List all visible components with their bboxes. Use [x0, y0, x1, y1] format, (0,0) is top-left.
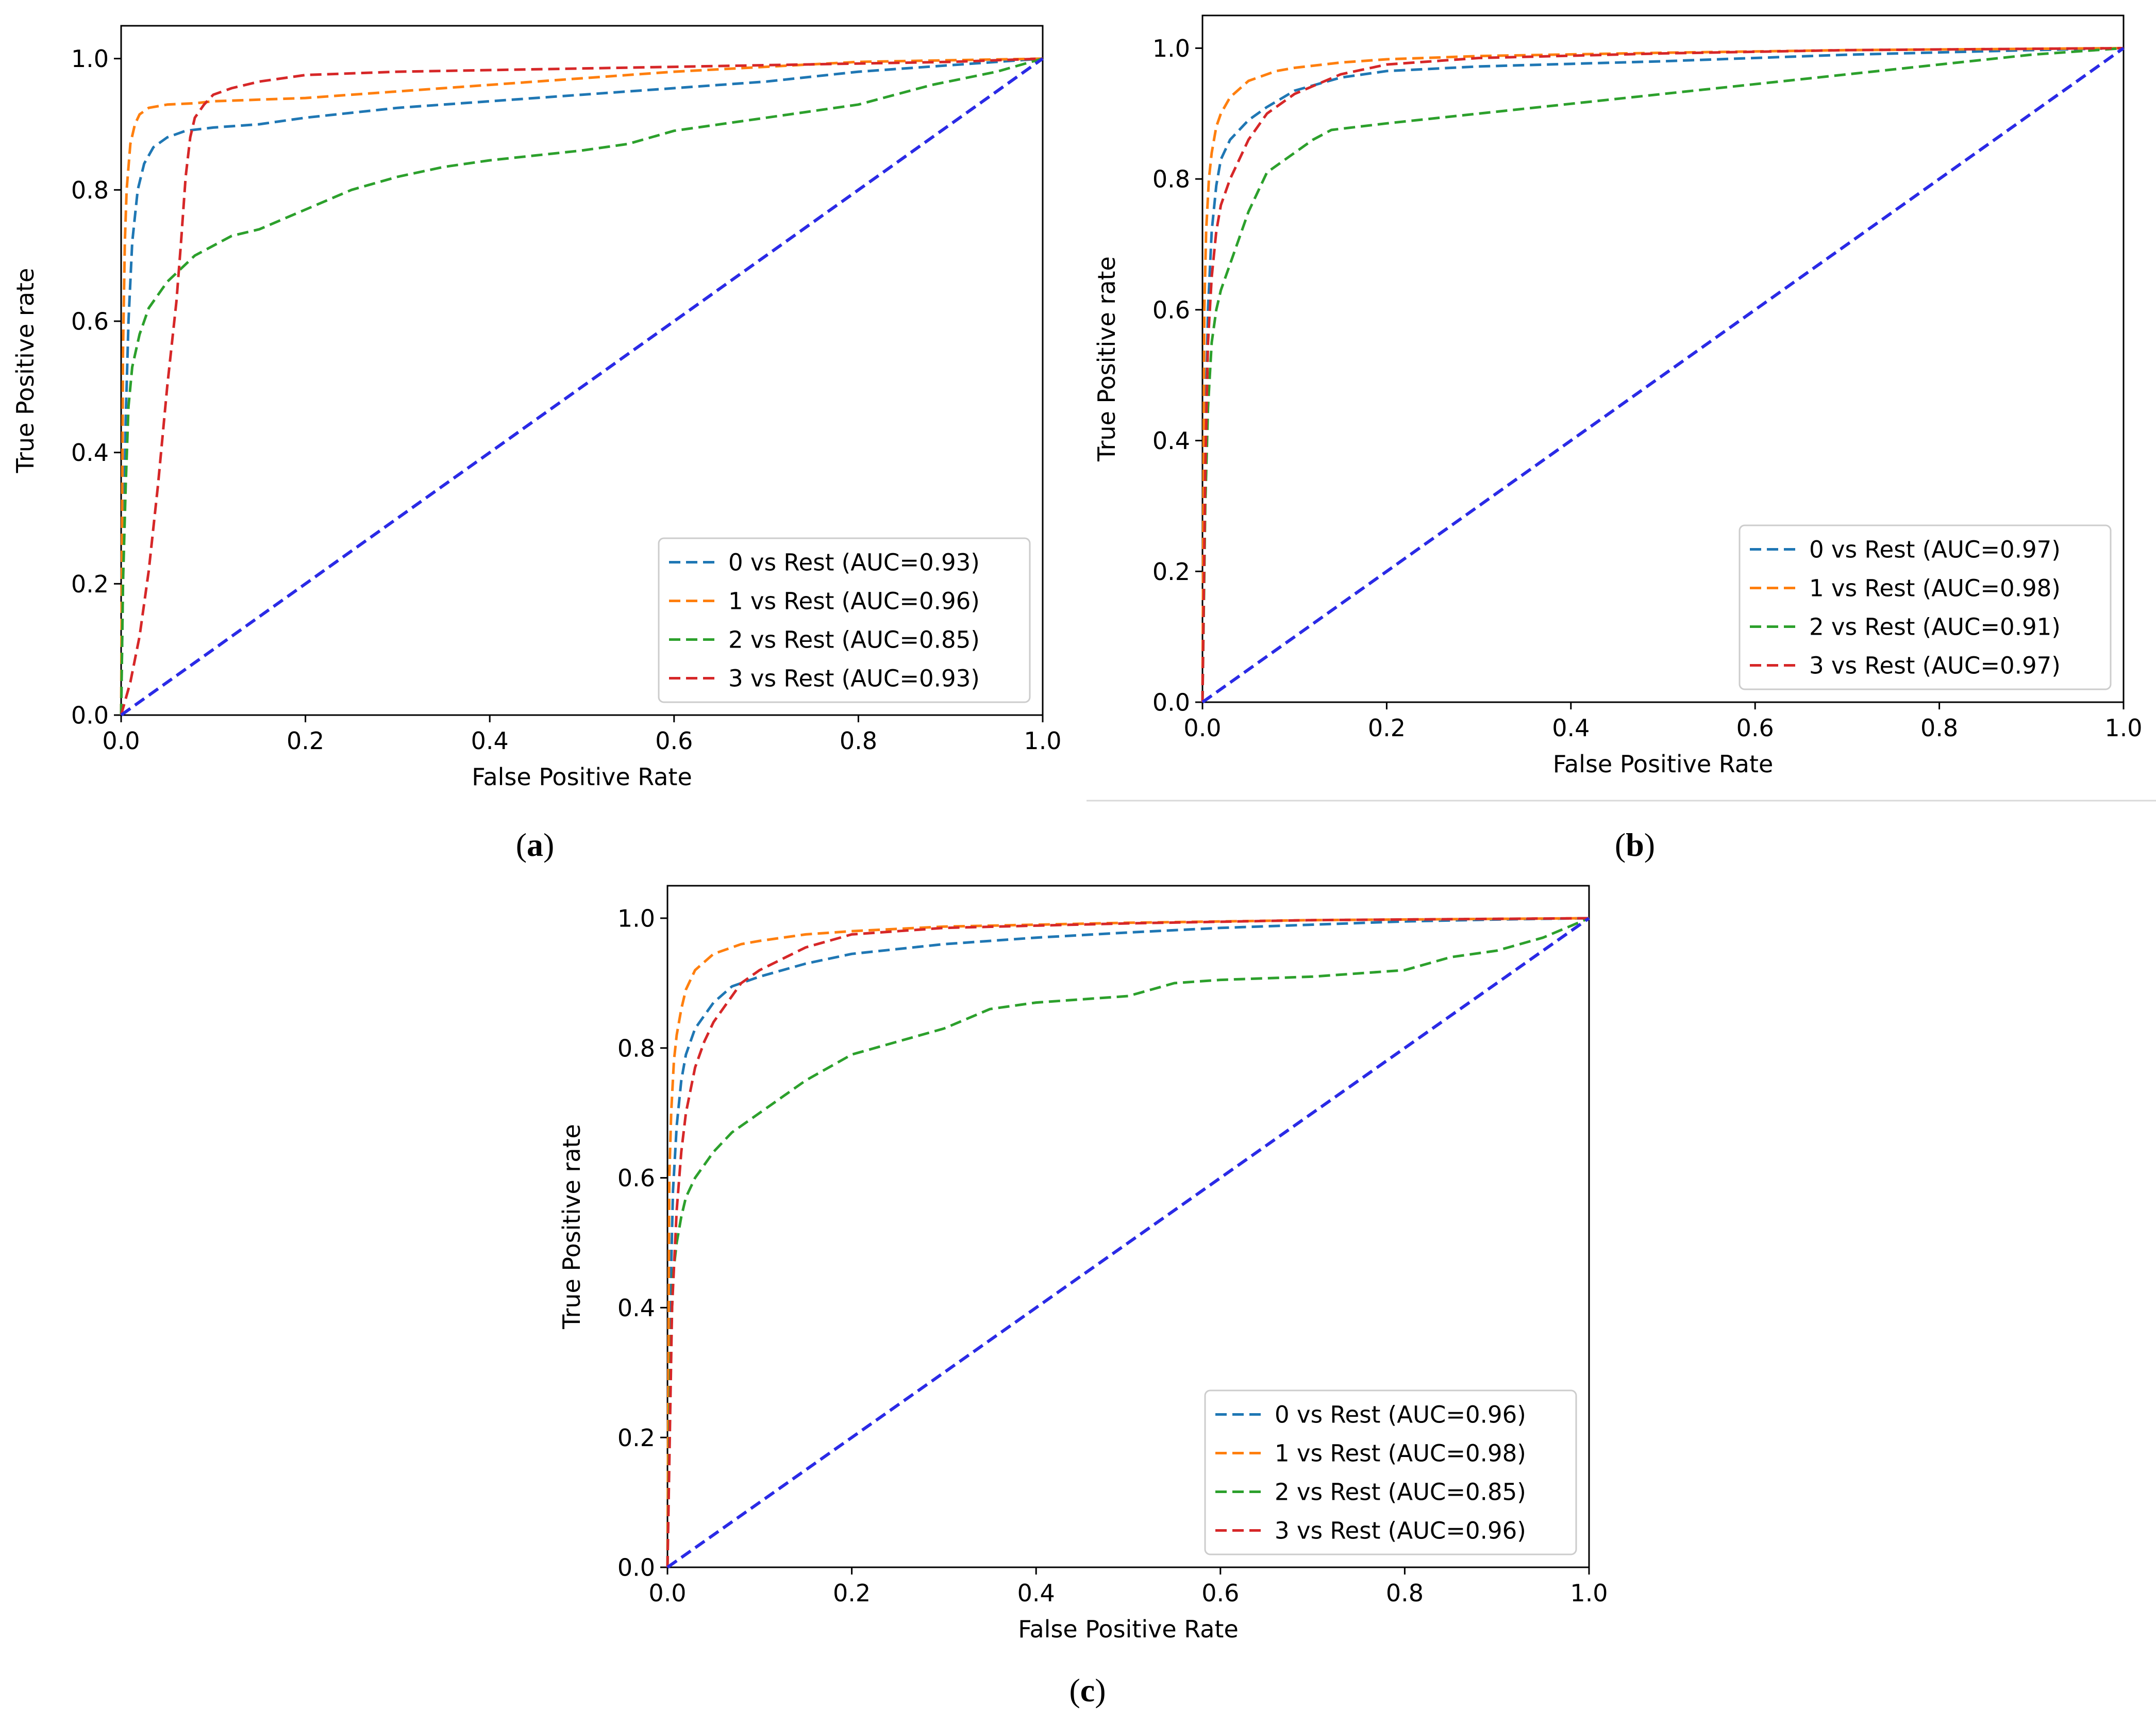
- y-tick-label: 0.6: [71, 308, 109, 336]
- legend-entry-label: 2 vs Rest (AUC=0.85): [728, 626, 980, 654]
- y-tick-label: 1.0: [617, 905, 655, 933]
- x-tick-label: 0.8: [1386, 1579, 1424, 1607]
- y-tick-label: 0.8: [617, 1034, 655, 1062]
- y-tick-label: 0.4: [1152, 427, 1190, 455]
- x-tick-label: 0.6: [1201, 1579, 1239, 1607]
- legend-box: [1739, 524, 2112, 690]
- legend-entry-label: 2 vs Rest (AUC=0.91): [1809, 614, 2061, 641]
- legend-box: [658, 537, 1031, 703]
- chance-diagonal-line: [120, 57, 1044, 717]
- roc-series-line: [666, 917, 1590, 1568]
- x-axis-label: False Positive Rate: [472, 763, 692, 791]
- y-tick-label: 0.4: [617, 1294, 655, 1322]
- plot-frame: [120, 25, 1044, 716]
- roc-series-line: [120, 57, 1043, 716]
- caption-letter: c: [1080, 1672, 1095, 1709]
- roc-series-line: [666, 917, 1590, 1568]
- x-tick-label: 0.6: [655, 727, 693, 755]
- y-tick-label: 0.6: [617, 1164, 655, 1192]
- y-tick-label: 1.0: [71, 45, 109, 73]
- legend-entry-label: 2 vs Rest (AUC=0.85): [1275, 1479, 1526, 1506]
- x-tick-label: 0.0: [1183, 714, 1221, 742]
- legend-entry-label: 0 vs Rest (AUC=0.93): [728, 549, 980, 576]
- panel-caption: (a): [516, 826, 555, 863]
- roc-panel-b: 0.00.0 0.2 0.2 0.4 0.4 0.6 0.6 0.8 0.8 1.0 1.0 Fals…: [1087, 14, 2156, 863]
- roc-series-line: [120, 57, 1043, 716]
- x-tick-label: 0.4: [1552, 714, 1590, 742]
- plot-frame: [1201, 14, 2125, 703]
- roc-series-line: [1201, 46, 2124, 703]
- x-tick-label: 1.0: [1570, 1579, 1608, 1607]
- panel-caption: (b): [1615, 826, 1655, 863]
- x-tick-label: 0.0: [102, 727, 140, 755]
- legend-entry-label: 1 vs Rest (AUC=0.96): [728, 588, 980, 615]
- x-tick-label: 0.2: [1368, 714, 1406, 742]
- y-tick-label: 0.0: [71, 702, 109, 730]
- x-tick-label: 0.2: [833, 1579, 871, 1607]
- legend-entry-label: 0 vs Rest (AUC=0.97): [1809, 536, 2061, 564]
- y-tick-label: 0.8: [1152, 165, 1190, 193]
- x-tick-label: 1.0: [1024, 727, 1061, 755]
- y-tick-label: 0.8: [71, 176, 109, 204]
- y-tick-label: 0.4: [71, 439, 109, 467]
- x-axis-label: False Positive Rate: [1018, 1615, 1239, 1643]
- roc-series-line: [1201, 46, 2124, 703]
- y-tick-label: 0.2: [1152, 558, 1190, 586]
- x-tick-label: 0.2: [287, 727, 324, 755]
- caption-letter: b: [1626, 826, 1644, 863]
- roc-panel-a: 0.00.0 0.2 0.2 0.4 0.4 0.6 0.6 0.8 0.8 1.0 1.0 Fals…: [11, 25, 1062, 863]
- plot-frame: [666, 885, 1590, 1568]
- x-tick-label: 0.8: [840, 727, 877, 755]
- legend-entry-label: 0 vs Rest (AUC=0.96): [1275, 1401, 1526, 1429]
- x-tick-label: 0.4: [1017, 1579, 1055, 1607]
- x-tick-label: 0.6: [1736, 714, 1774, 742]
- legend-entry-label: 3 vs Rest (AUC=0.93): [728, 665, 980, 692]
- chance-diagonal-line: [666, 917, 1590, 1569]
- x-tick-label: 0.0: [648, 1579, 686, 1607]
- legend-entry-label: 1 vs Rest (AUC=0.98): [1275, 1440, 1526, 1467]
- y-axis-label: True Positive rate: [558, 1124, 586, 1330]
- roc-series-line: [1201, 46, 2124, 703]
- x-axis-label: False Positive Rate: [1553, 750, 1774, 778]
- y-axis-label: True Positive rate: [11, 268, 39, 474]
- chance-diagonal-line: [1201, 46, 2125, 704]
- caption-letter: a: [527, 826, 543, 863]
- roc-series-line: [120, 57, 1043, 716]
- legend-entry-label: 3 vs Rest (AUC=0.97): [1809, 652, 2061, 680]
- y-tick-label: 0.0: [617, 1554, 655, 1582]
- roc-series-line: [1201, 46, 2124, 703]
- panel-caption: (c): [1069, 1672, 1106, 1709]
- y-tick-label: 0.2: [71, 570, 109, 598]
- legend-entry-label: 3 vs Rest (AUC=0.96): [1275, 1517, 1526, 1545]
- x-tick-label: 0.8: [1920, 714, 1958, 742]
- y-tick-label: 0.2: [617, 1424, 655, 1452]
- x-tick-label: 0.4: [471, 727, 509, 755]
- y-axis-label: True Positive rate: [1093, 256, 1121, 462]
- roc-series-line: [120, 57, 1043, 716]
- legend-entry-label: 1 vs Rest (AUC=0.98): [1809, 575, 2061, 602]
- x-tick-label: 1.0: [2104, 714, 2142, 742]
- y-tick-label: 1.0: [1152, 35, 1190, 62]
- legend-box: [1204, 1389, 1577, 1555]
- y-tick-label: 0.0: [1152, 689, 1190, 717]
- y-tick-label: 0.6: [1152, 296, 1190, 324]
- roc-panel-c: 0.00.0 0.2 0.2 0.4 0.4 0.6 0.6 0.8 0.8 1.0 1.0 Fals…: [558, 885, 1608, 1709]
